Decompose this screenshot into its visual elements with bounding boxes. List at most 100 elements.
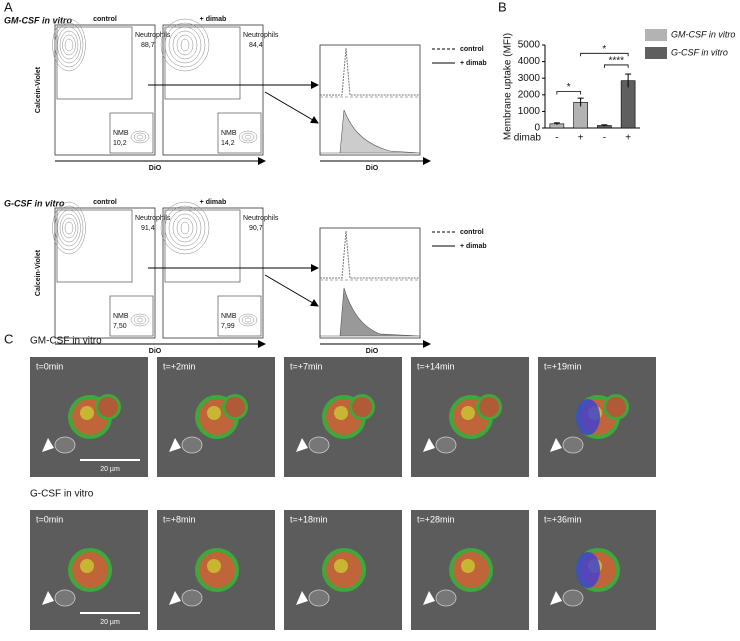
hist-dimab bbox=[320, 287, 421, 337]
sig-bracket bbox=[556, 91, 582, 95]
gate-value: 88,7 bbox=[141, 42, 155, 49]
nmb-cell bbox=[435, 436, 457, 454]
blue-signal bbox=[576, 399, 600, 435]
legend-label: GM-CSF in vitro bbox=[671, 29, 735, 39]
nmb-cell bbox=[562, 436, 584, 454]
nmb-cell bbox=[181, 589, 203, 607]
contour bbox=[164, 22, 206, 68]
time-label: t=0min bbox=[36, 361, 63, 371]
hist-control bbox=[320, 47, 420, 96]
hist-control bbox=[320, 230, 420, 279]
nmb-cell bbox=[308, 589, 330, 607]
time-label: t=+14min bbox=[417, 361, 455, 371]
cell-body bbox=[98, 397, 118, 417]
x-row-label: dimab bbox=[514, 133, 542, 144]
x-tick-label: - bbox=[555, 133, 558, 144]
time-label: t=+28min bbox=[417, 514, 455, 524]
legend-label: + dimab bbox=[460, 60, 487, 67]
arrow bbox=[264, 274, 319, 307]
cell-body bbox=[606, 397, 626, 417]
contour bbox=[241, 315, 255, 325]
row-title: G-CSF in vitro bbox=[4, 198, 65, 208]
y-tick-label: 5000 bbox=[518, 40, 541, 51]
gate-label: NMB bbox=[113, 313, 129, 320]
plot-frame bbox=[162, 207, 264, 339]
gate-nmb bbox=[109, 112, 154, 154]
x-axis-label: DiO bbox=[149, 165, 162, 172]
row-title: GM-CSF in vitro bbox=[4, 15, 72, 25]
contour bbox=[238, 313, 258, 327]
contour bbox=[62, 217, 76, 239]
gate-value: 10,2 bbox=[113, 140, 127, 147]
arrowhead bbox=[42, 438, 54, 452]
time-label: t=0min bbox=[36, 514, 63, 524]
legend-label: control bbox=[460, 229, 484, 236]
scale-label: 20 µm bbox=[100, 466, 120, 473]
nmb-cell bbox=[54, 589, 76, 607]
contour bbox=[238, 130, 258, 144]
contour bbox=[176, 217, 194, 239]
arrowhead bbox=[296, 438, 308, 452]
panel-label: A bbox=[4, 0, 13, 14]
sig-bracket bbox=[580, 52, 629, 57]
time-label: t=+7min bbox=[290, 361, 323, 371]
scale-label: 20 µm bbox=[100, 619, 120, 626]
contour bbox=[244, 134, 252, 140]
cell-core bbox=[80, 559, 94, 573]
plot-frame bbox=[54, 207, 156, 339]
nmb-cell bbox=[54, 436, 76, 454]
x-axis-label: DiO bbox=[366, 165, 379, 172]
gate-label: NMB bbox=[113, 130, 129, 137]
time-label: t=+36min bbox=[544, 514, 582, 524]
arrowhead bbox=[423, 591, 435, 605]
cell-core bbox=[80, 406, 94, 420]
panel-label: B bbox=[498, 0, 507, 14]
histogram-frame bbox=[319, 44, 421, 156]
gate-value: 90,7 bbox=[249, 225, 263, 232]
nmb-cell bbox=[562, 589, 584, 607]
arrowhead bbox=[296, 591, 308, 605]
y-tick-label: 4000 bbox=[518, 56, 541, 67]
hist-dimab bbox=[320, 109, 421, 154]
gate-nmb bbox=[217, 295, 262, 337]
cell-body bbox=[479, 397, 499, 417]
contour bbox=[133, 315, 147, 325]
contour bbox=[130, 130, 150, 144]
contour bbox=[59, 30, 79, 60]
contour bbox=[168, 209, 202, 247]
gate-label: NMB bbox=[221, 130, 237, 137]
nmb-cell bbox=[435, 589, 457, 607]
cell-core bbox=[461, 559, 475, 573]
gate-value: 91,4 bbox=[141, 225, 155, 232]
cell-core bbox=[207, 559, 221, 573]
contour bbox=[176, 34, 194, 56]
contour bbox=[168, 26, 202, 64]
gate-value: 84,4 bbox=[249, 42, 263, 49]
y-axis-label: Membrane uptake (MFI) bbox=[503, 33, 514, 140]
contour bbox=[57, 26, 81, 64]
y-tick-label: 3000 bbox=[518, 73, 541, 84]
time-label: t=+19min bbox=[544, 361, 582, 371]
plot-title: control bbox=[93, 199, 117, 206]
cell-core bbox=[207, 406, 221, 420]
legend-swatch bbox=[645, 29, 667, 41]
arrowhead bbox=[169, 591, 181, 605]
histogram-frame bbox=[319, 227, 421, 339]
time-label: t=+18min bbox=[290, 514, 328, 524]
y-axis-label: Calcein-Violet bbox=[35, 66, 42, 113]
x-tick-label: - bbox=[603, 133, 606, 144]
contour bbox=[52, 18, 86, 72]
sig-label: * bbox=[567, 82, 571, 93]
x-tick-label: + bbox=[578, 133, 584, 144]
y-tick-label: 2000 bbox=[518, 89, 541, 100]
plot-frame bbox=[162, 24, 264, 156]
y-axis-label: Calcein-Violet bbox=[35, 249, 42, 296]
contour bbox=[244, 317, 252, 323]
contour bbox=[54, 22, 84, 68]
gate-value: 7,50 bbox=[113, 323, 127, 330]
legend-label: + dimab bbox=[460, 243, 487, 250]
time-label: t=+8min bbox=[163, 514, 196, 524]
panel-label: C bbox=[4, 331, 13, 346]
legend-swatch bbox=[645, 47, 667, 59]
